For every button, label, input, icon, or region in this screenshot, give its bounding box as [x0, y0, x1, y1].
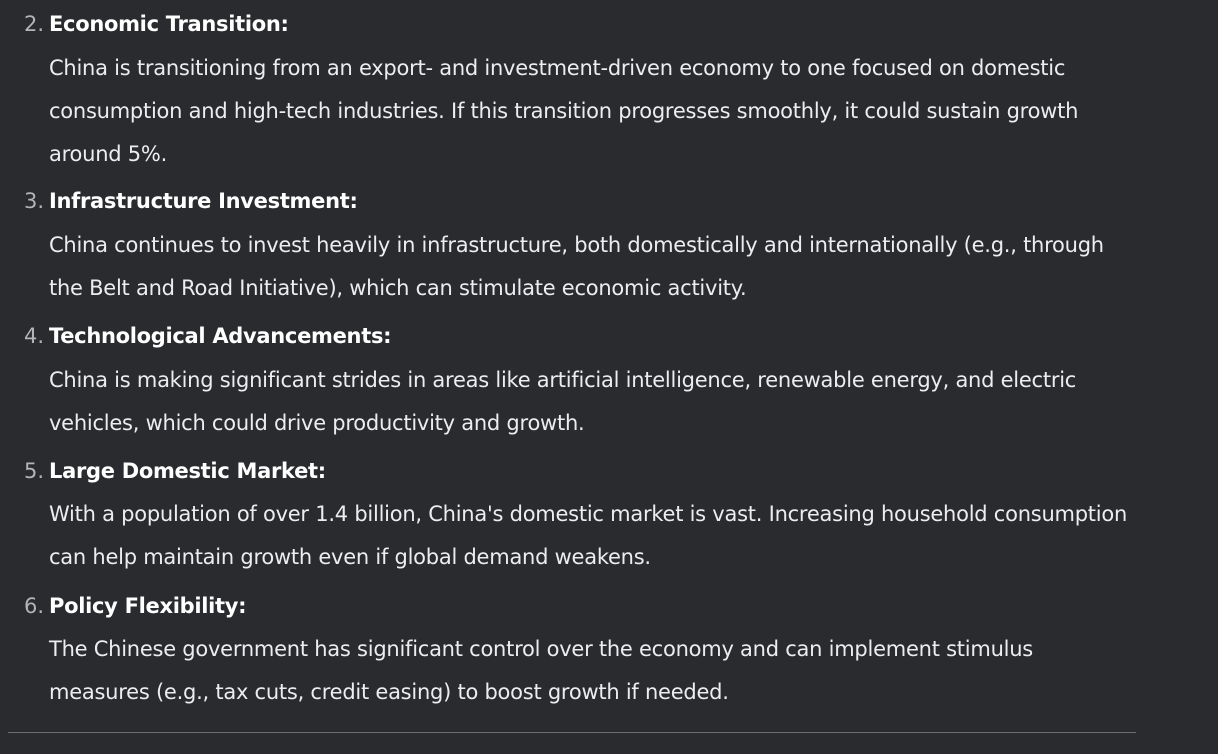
list-number: 3. [24, 189, 45, 213]
list-item-heading: Policy Flexibility: [49, 594, 247, 618]
list-item-text: China is making significant strides in a… [49, 368, 1077, 435]
list-item-heading: Large Domestic Market: [49, 459, 326, 483]
list-item-text: China is transitioning from an export- a… [49, 56, 1079, 166]
list-item-heading: Infrastructure Investment: [49, 189, 358, 213]
list-number: 6. [24, 594, 45, 618]
divider [8, 732, 1136, 733]
list-number: 5. [24, 459, 45, 483]
list-item-heading: Technological Advancements: [49, 324, 392, 348]
list-number: 4. [24, 324, 45, 348]
list-item-heading: Economic Transition: [49, 12, 289, 36]
list-item-text: With a population of over 1.4 billion, C… [49, 502, 1128, 569]
list-item-text: The Chinese government has significant c… [49, 637, 1033, 704]
list-number: 2. [24, 12, 45, 36]
list-item-text: China continues to invest heavily in inf… [49, 233, 1104, 300]
